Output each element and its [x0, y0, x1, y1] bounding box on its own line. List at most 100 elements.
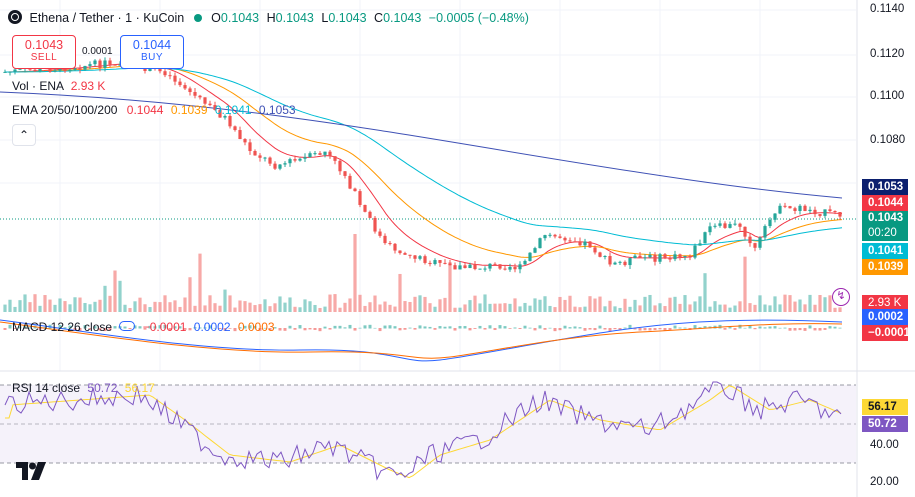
- macd-histogram-bar: [693, 325, 697, 329]
- collapse-chevron-icon[interactable]: ⌃: [12, 124, 36, 146]
- volume-bar: [583, 306, 587, 312]
- candle: [363, 204, 367, 212]
- volume-bar: [483, 294, 487, 312]
- candle: [13, 69, 17, 72]
- candle: [578, 241, 582, 246]
- candle: [773, 213, 777, 220]
- candle: [513, 266, 517, 270]
- candle: [103, 60, 107, 68]
- volume-bar: [778, 304, 782, 312]
- candle: [53, 70, 57, 72]
- candle: [538, 238, 542, 249]
- lightning-icon[interactable]: ↯: [832, 288, 850, 306]
- macd-histogram-bar: [128, 328, 132, 330]
- macd-histogram-bar: [478, 325, 482, 329]
- volume-bar: [818, 295, 822, 312]
- candle: [203, 97, 207, 104]
- volume-bar: [798, 299, 802, 312]
- macd-histogram-bar: [633, 328, 637, 330]
- volume-bar: [83, 302, 87, 312]
- candle: [288, 159, 292, 164]
- candle: [163, 71, 167, 76]
- candle: [598, 252, 602, 257]
- candle: [543, 235, 547, 239]
- candle: [738, 223, 742, 227]
- macd-histogram-bar: [828, 326, 832, 329]
- candle: [113, 64, 117, 66]
- volume-legend[interactable]: Vol · ENA 2.93 K: [12, 79, 105, 93]
- volume-bar: [558, 296, 562, 312]
- macd-histogram-bar: [598, 325, 602, 329]
- last-price: 0.1043: [868, 212, 904, 224]
- macd-legend-label: MACD 12 26 close: [12, 320, 113, 334]
- macd-histogram-bar: [23, 325, 27, 329]
- volume-bar: [53, 304, 57, 312]
- candle: [688, 256, 692, 258]
- candle: [808, 209, 812, 212]
- volume-bar: [298, 307, 302, 312]
- macd-histogram-bar: [578, 327, 582, 329]
- ohlc-o: 0.1043: [220, 11, 260, 25]
- candle: [713, 225, 717, 227]
- ema200-price-tag: 0.1053: [862, 179, 908, 195]
- macd-histogram-bar: [503, 326, 507, 329]
- ema20-price-tag: 0.1044: [862, 195, 908, 211]
- candle: [323, 151, 327, 155]
- candle: [708, 226, 712, 233]
- macd-histogram-bar: [443, 326, 447, 329]
- macd-histogram-bar: [268, 328, 272, 331]
- volume-bar: [628, 306, 632, 312]
- candle: [18, 68, 22, 70]
- macd-histogram-bar: [113, 326, 117, 329]
- rsi-tag: 50.72: [862, 416, 908, 432]
- macd-histogram-bar: [733, 328, 737, 330]
- symbol-title[interactable]: Ethena / Tether · 1 · KuCoin: [29, 11, 185, 25]
- candle: [743, 226, 747, 237]
- candle: [293, 159, 297, 161]
- macd-histogram-bar: [423, 326, 427, 329]
- macd-histogram-bar: [323, 326, 327, 329]
- macd-histogram-bar: [88, 328, 92, 330]
- rsi-legend[interactable]: RSI 14 close 50.72 56.17: [12, 381, 155, 395]
- macd-histogram-bar: [463, 326, 467, 329]
- candle: [213, 105, 217, 110]
- volume-bar: [783, 294, 787, 312]
- volume-bar: [173, 300, 177, 312]
- macd-histogram-bar: [143, 328, 147, 330]
- volume-bar: [338, 307, 342, 312]
- volume-bar: [643, 296, 647, 312]
- macd-histogram-bar: [753, 328, 757, 330]
- volume-bar: [728, 307, 732, 312]
- ohlc-l: 0.1043: [328, 11, 367, 25]
- ohlc-h-label: H: [266, 11, 276, 25]
- candle: [303, 157, 307, 159]
- volume-bar: [758, 295, 762, 312]
- macd-legend[interactable]: MACD 12 26 close −0.0001 0.0002 0.0003: [12, 320, 275, 334]
- candle: [98, 60, 102, 68]
- macd-hist-tag: −0.0001: [862, 325, 910, 341]
- macd-histogram-bar: [548, 327, 552, 329]
- tradingview-logo-icon[interactable]: [16, 462, 48, 482]
- macd-histogram-bar: [608, 328, 612, 332]
- volume-bar: [508, 303, 512, 312]
- candle: [828, 209, 832, 212]
- settings-toggle-icon[interactable]: [119, 321, 136, 331]
- volume-bar: [103, 285, 107, 312]
- ema-legend[interactable]: EMA 20/50/100/200 0.1044 0.1039 0.1041 0…: [12, 103, 296, 117]
- macd-histogram-bar: [308, 328, 312, 330]
- buy-button[interactable]: 0.1044 BUY: [120, 35, 184, 69]
- macd-histogram-bar: [163, 324, 167, 329]
- candle: [253, 151, 257, 156]
- macd-histogram-bar: [588, 328, 592, 330]
- sell-button[interactable]: 0.1043 SELL: [12, 35, 76, 69]
- volume-bar: [428, 303, 432, 312]
- macd-histogram-bar: [428, 326, 432, 329]
- macd-histogram-bar: [28, 327, 32, 329]
- volume-bar: [498, 303, 502, 312]
- volume-bar: [718, 304, 722, 312]
- volume-legend-value: 2.93 K: [70, 79, 106, 93]
- candle: [88, 64, 92, 66]
- volume-bar: [673, 296, 677, 312]
- rsi-ma-tag: 56.17: [862, 399, 908, 415]
